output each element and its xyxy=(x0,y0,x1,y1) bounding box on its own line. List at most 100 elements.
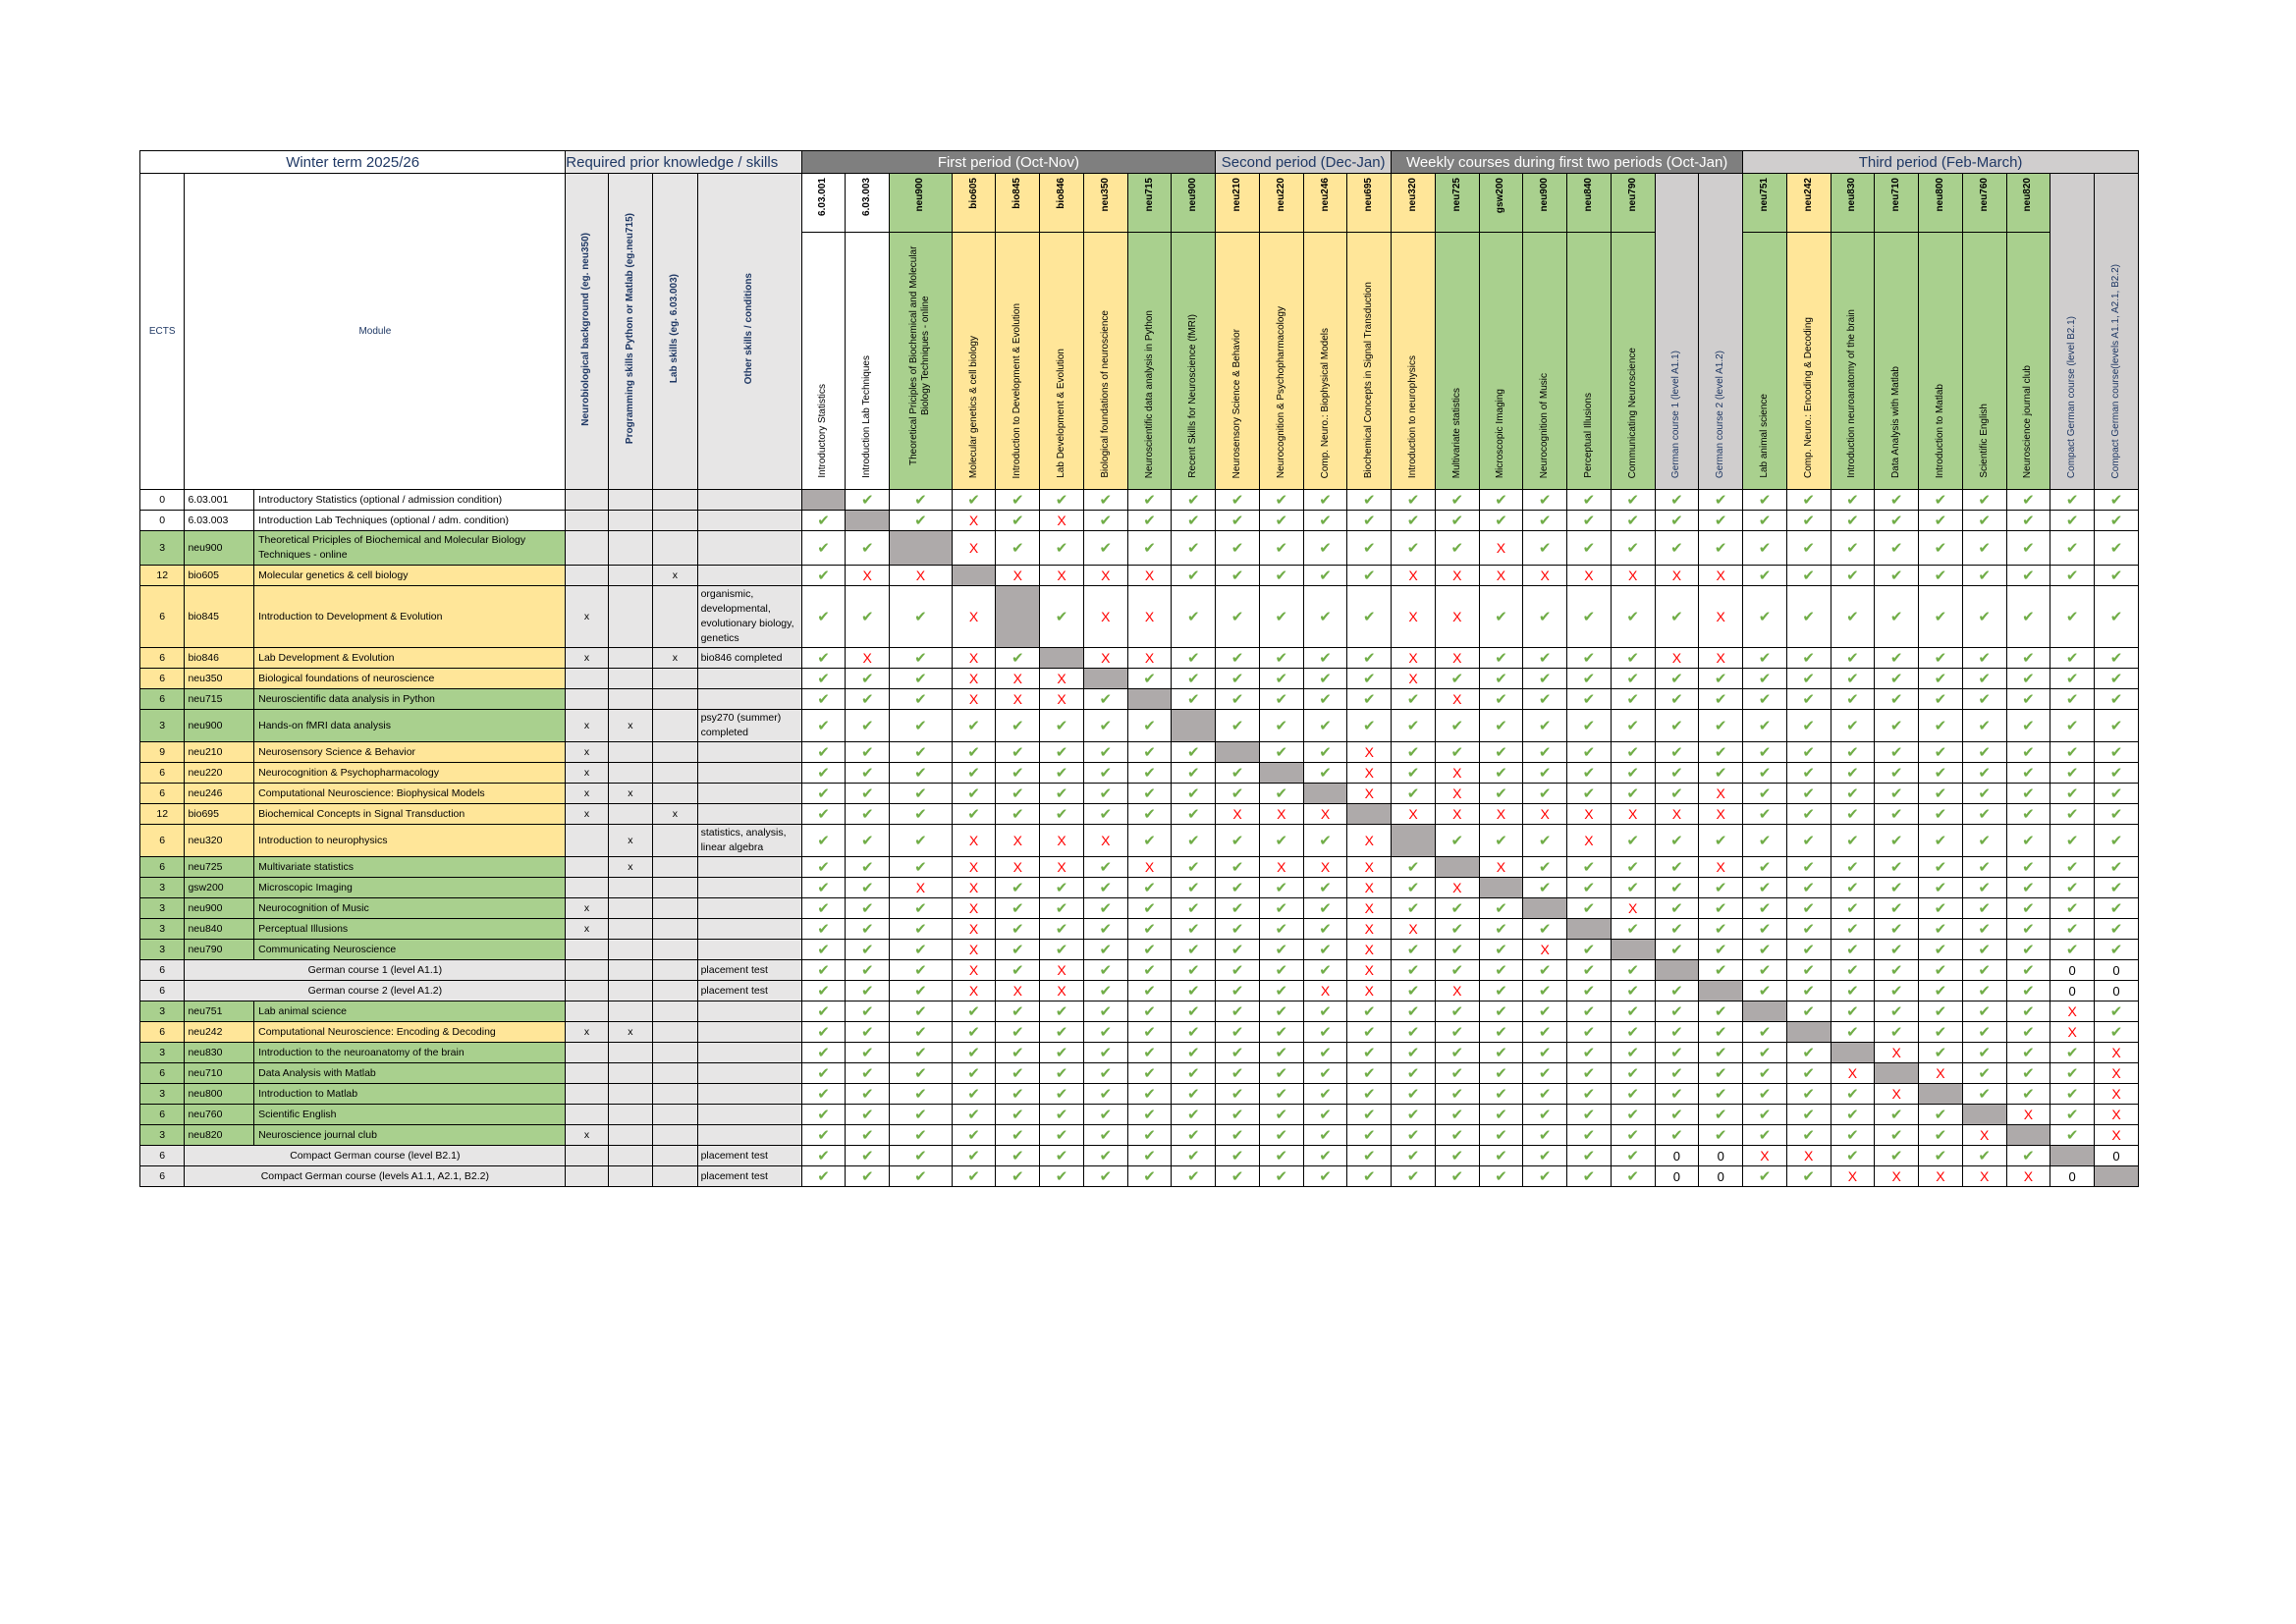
check-icon: ✔ xyxy=(1610,688,1656,710)
check-icon: ✔ xyxy=(1830,741,1876,763)
check-icon: ✔ xyxy=(1215,510,1260,531)
check-icon: ✔ xyxy=(1215,1021,1260,1043)
other-conditions-cell xyxy=(696,877,802,898)
table-row: 3 neu800 Introduction to Matlab ✔ ✔ ✔ ✔ ✔ ✔ ✔ ✔ ✔ ✔ ✔… xyxy=(138,1083,2140,1105)
module-code: neu900 xyxy=(184,897,255,919)
course-name-header: Biochemical Concepts in Signal Transduct… xyxy=(1346,232,1393,490)
check-icon: ✔ xyxy=(995,489,1041,511)
course-name: Perceptual Illusions xyxy=(1582,393,1594,478)
check-icon: ✔ xyxy=(1698,1083,1744,1105)
check-icon: ✔ xyxy=(1039,783,1084,804)
cross-icon: X xyxy=(1434,647,1480,669)
check-icon: ✔ xyxy=(1610,530,1656,566)
zero-mark: 0 xyxy=(1654,1165,1700,1187)
check-icon: ✔ xyxy=(1566,489,1612,511)
check-icon: ✔ xyxy=(1874,1021,1920,1043)
check-icon: ✔ xyxy=(1610,762,1656,784)
cross-icon: X xyxy=(1039,980,1084,1001)
course-name: Comp. Neuro.: Encoding & Decoding xyxy=(1802,317,1814,478)
cross-icon: X xyxy=(1391,668,1436,689)
check-icon: ✔ xyxy=(1961,1145,2007,1166)
course-code-header: neu350 xyxy=(1082,173,1128,233)
check-icon: ✔ xyxy=(1171,1104,1217,1125)
diagonal-cell xyxy=(995,585,1041,648)
course-code-header: neu830 xyxy=(1830,173,1876,233)
check-icon: ✔ xyxy=(1302,647,1348,669)
check-icon: ✔ xyxy=(1171,510,1217,531)
check-icon: ✔ xyxy=(845,688,891,710)
check-icon: ✔ xyxy=(951,1042,997,1063)
prior-requirement-cell: x xyxy=(565,897,609,919)
check-icon: ✔ xyxy=(1566,688,1612,710)
module-name: Communicating Neuroscience xyxy=(253,939,567,960)
check-icon: ✔ xyxy=(889,647,953,669)
cross-icon: X xyxy=(1610,803,1656,825)
course-name: Scientific English xyxy=(1978,404,1990,478)
check-icon: ✔ xyxy=(1126,918,1173,940)
course-compatibility-table: Winter term 2025/26 Required prior knowl… xyxy=(138,150,2140,1187)
check-icon: ✔ xyxy=(1785,877,1831,898)
module-code: neu760 xyxy=(184,1104,255,1125)
check-icon: ✔ xyxy=(1610,1021,1656,1043)
prior-requirement-cell: x xyxy=(565,783,609,804)
check-icon: ✔ xyxy=(1346,510,1393,531)
check-icon: ✔ xyxy=(1082,803,1128,825)
check-icon: ✔ xyxy=(1039,489,1084,511)
check-icon: ✔ xyxy=(1434,918,1480,940)
check-icon: ✔ xyxy=(1215,1104,1260,1125)
check-icon: ✔ xyxy=(1874,530,1920,566)
prior-requirement-cell xyxy=(607,688,654,710)
check-icon: ✔ xyxy=(1522,1062,1568,1084)
cross-icon: X xyxy=(2093,1124,2140,1146)
check-icon: ✔ xyxy=(1215,647,1260,669)
check-icon: ✔ xyxy=(1785,688,1831,710)
ects-cell: 3 xyxy=(138,1001,186,1022)
check-icon: ✔ xyxy=(2050,803,2095,825)
check-icon: ✔ xyxy=(1478,510,1524,531)
check-icon: ✔ xyxy=(1742,489,1787,511)
check-icon: ✔ xyxy=(995,1042,1041,1063)
check-icon: ✔ xyxy=(1346,1124,1393,1146)
cross-icon: X xyxy=(1391,647,1436,669)
check-icon: ✔ xyxy=(1039,1001,1084,1022)
check-icon: ✔ xyxy=(1961,668,2007,689)
prior-requirement-cell xyxy=(565,510,609,531)
course-name-header: Data Analysis with Matlab xyxy=(1874,232,1920,490)
check-icon: ✔ xyxy=(1918,856,1963,878)
check-icon: ✔ xyxy=(1522,1104,1568,1125)
table-row: 6 neu350 Biological foundations of neurosc… xyxy=(138,668,2140,689)
check-icon: ✔ xyxy=(2050,939,2095,960)
cross-icon: X xyxy=(1039,688,1084,710)
check-icon: ✔ xyxy=(2093,803,2140,825)
check-icon: ✔ xyxy=(1785,647,1831,669)
ects-cell: 3 xyxy=(138,530,186,566)
check-icon: ✔ xyxy=(1039,1145,1084,1166)
check-icon: ✔ xyxy=(1522,959,1568,981)
ects-cell: 3 xyxy=(138,1124,186,1146)
module-name: Neurocognition & Psychopharmacology xyxy=(253,762,567,784)
check-icon: ✔ xyxy=(1082,1145,1128,1166)
module-code: neu320 xyxy=(184,824,255,857)
check-icon: ✔ xyxy=(845,877,891,898)
table-row: 3 neu820 Neuroscience journal club x ✔ ✔ ✔ ✔ ✔ ✔ ✔… xyxy=(138,1124,2140,1146)
check-icon: ✔ xyxy=(2093,741,2140,763)
check-icon: ✔ xyxy=(1039,741,1084,763)
check-icon: ✔ xyxy=(1785,1165,1831,1187)
check-icon: ✔ xyxy=(889,856,953,878)
prior-requirement-cell xyxy=(607,741,654,763)
other-conditions-cell: placement test xyxy=(696,980,802,1001)
other-conditions-cell xyxy=(696,510,802,531)
check-icon: ✔ xyxy=(2093,647,2140,669)
course-code: neu760 xyxy=(1978,178,1990,212)
check-icon: ✔ xyxy=(1082,1165,1128,1187)
check-icon: ✔ xyxy=(800,1165,847,1187)
course-code: neu840 xyxy=(1582,178,1594,212)
cross-icon: X xyxy=(1785,1145,1831,1166)
check-icon: ✔ xyxy=(1830,1021,1876,1043)
check-icon: ✔ xyxy=(1215,918,1260,940)
check-icon: ✔ xyxy=(1258,1021,1304,1043)
period-band: Second period (Dec-Jan) xyxy=(1215,150,1393,174)
course-name: Introduction neuroanatomy of the brain xyxy=(1846,309,1858,478)
prior-requirement-cell xyxy=(607,1104,654,1125)
check-icon: ✔ xyxy=(2005,980,2051,1001)
